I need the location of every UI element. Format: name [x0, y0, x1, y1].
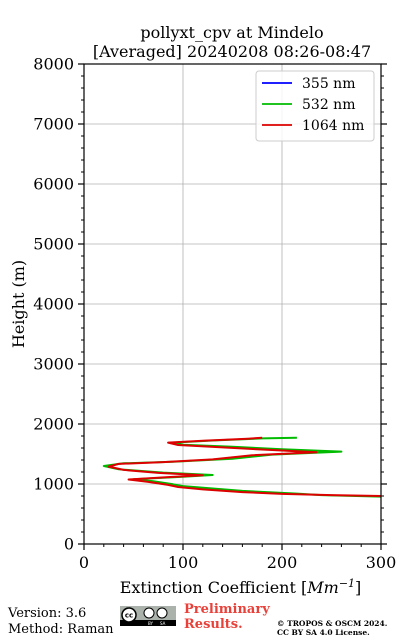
copyright-line-2: CC BY SA 4.0 License.: [277, 628, 370, 637]
y-tick-label: 6000: [33, 175, 74, 194]
y-axis-label: Height (m): [9, 260, 28, 348]
series-line-532-nm: [102, 436, 381, 498]
copyright-text: © TROPOS & OSCM 2024. CC BY SA 4.0 Licen…: [277, 619, 387, 637]
x-axis-label: Extinction Coefficient [Mm−1]: [120, 577, 362, 598]
y-tick-label: 1000: [33, 475, 74, 494]
copyright-line-1: © TROPOS & OSCM 2024.: [277, 619, 388, 628]
method-text: Method: Raman: [8, 622, 114, 637]
preliminary-results-text: Preliminary Results.: [184, 602, 270, 632]
svg-text:cc: cc: [125, 612, 133, 620]
preliminary-line-2: Results.: [184, 617, 243, 632]
legend: 355 nm 532 nm 1064 nm: [255, 70, 375, 142]
legend-entry: 1064 nm: [302, 118, 364, 134]
legend-box: [255, 70, 375, 142]
legend-entry: 355 nm: [302, 76, 355, 92]
y-tick-label: 2000: [33, 415, 74, 434]
axis-ticks: 0 1000 2000 3000 4000 5000 6000 7000 8000 0 100 200…: [33, 55, 396, 573]
x-tick-label: 200: [267, 553, 298, 572]
chart-title: pollyxt_cpv at Mindelo: [140, 23, 323, 42]
y-tick-label: 8000: [33, 55, 74, 74]
cc-by-sa-license-icon: cc BY SA: [120, 606, 176, 626]
svg-text:SA: SA: [160, 621, 166, 626]
chart-subtitle: [Averaged] 20240208 08:26-08:47: [93, 42, 371, 61]
x-tick-label: 100: [168, 553, 199, 572]
y-tick-label: 4000: [33, 295, 74, 314]
preliminary-line-1: Preliminary: [184, 602, 270, 617]
svg-text:BY: BY: [148, 621, 154, 626]
series-layer: [102, 436, 381, 498]
y-tick-label: 0: [64, 535, 74, 554]
x-tick-label: 0: [79, 553, 89, 572]
y-tick-label: 5000: [33, 235, 74, 254]
y-tick-label: 3000: [33, 355, 74, 374]
y-tick-label: 7000: [33, 115, 74, 134]
x-tick-label: 300: [366, 553, 397, 572]
legend-entry: 532 nm: [302, 97, 355, 113]
version-text: Version: 3.6: [8, 606, 87, 621]
series-line-1064-nm: [107, 436, 381, 497]
